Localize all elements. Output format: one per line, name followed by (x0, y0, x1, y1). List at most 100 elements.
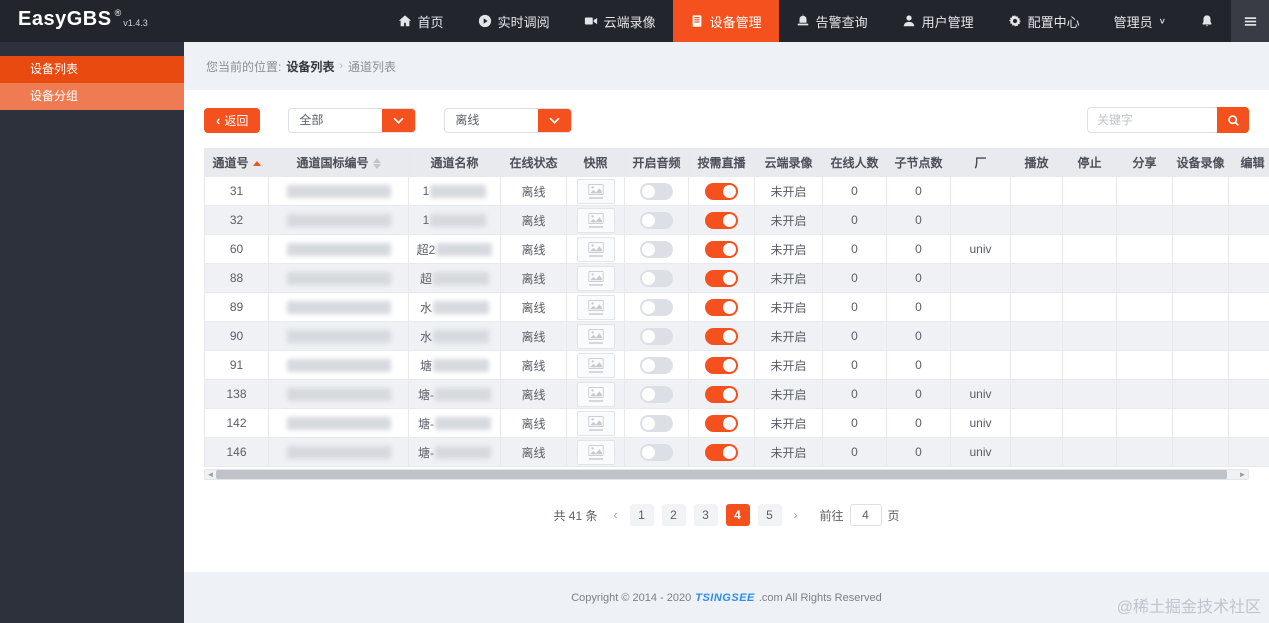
nav-item-alarm[interactable]: 告警查询 (779, 0, 885, 42)
edit-cell (1228, 205, 1269, 235)
prev-page-button[interactable]: ‹ (613, 508, 618, 522)
page-button-2[interactable]: 2 (661, 504, 686, 526)
audio-toggle[interactable] (640, 414, 673, 432)
next-page-button[interactable]: › (793, 508, 798, 522)
page-button-5[interactable]: 5 (757, 504, 782, 526)
chevron-down-icon: ∨ (1158, 16, 1166, 26)
ondemand-live-toggle[interactable] (705, 211, 738, 229)
stop-cell (1062, 321, 1117, 351)
snapshot-thumb[interactable] (576, 439, 615, 465)
gbid-cell (268, 437, 409, 467)
ondemand-live-toggle[interactable] (705, 240, 738, 258)
edit-cell (1228, 176, 1269, 206)
channel-table: 通道号 通道国标编号 通道名称 在线状态 快照 开启音频 按需直播 云端录像 在线人数 子节点数 厂… (204, 148, 1269, 480)
cloud-record-cell: 未开启 (754, 437, 823, 467)
snapshot-cell (566, 350, 625, 380)
column-header: 子节点数 (886, 148, 951, 177)
snapshot-thumb[interactable] (576, 410, 615, 436)
status-cell: 离线 (500, 205, 567, 235)
audio-toggle[interactable] (640, 443, 673, 461)
filter-select-all[interactable]: 全部 (288, 107, 417, 133)
nav-item-gear[interactable]: 配置中心 (991, 0, 1097, 42)
audio-toggle[interactable] (640, 182, 673, 200)
search-input[interactable] (1087, 107, 1217, 133)
redacted-name (433, 358, 489, 372)
image-placeholder-icon (587, 415, 604, 427)
live-cell (688, 437, 755, 467)
sidebar-item-device-group[interactable]: 设备分组 (0, 83, 184, 110)
scroll-left-arrow-icon[interactable]: ◄ (206, 470, 215, 479)
nav-item-admin[interactable]: 管理员 ∨ (1097, 0, 1183, 42)
redacted-gbid (286, 388, 391, 402)
snapshot-thumb[interactable] (576, 265, 615, 291)
filter-select-status[interactable]: 离线 (444, 107, 573, 133)
audio-toggle[interactable] (640, 385, 673, 403)
goto-page-input[interactable] (849, 504, 882, 526)
audio-toggle[interactable] (640, 211, 673, 229)
edit-cell (1228, 321, 1269, 351)
nav-item-camera[interactable]: 云端录像 (567, 0, 673, 42)
scroll-right-arrow-icon[interactable]: ► (1238, 470, 1247, 479)
nav-item-play[interactable]: 实时调阅 (461, 0, 567, 42)
snapshot-thumb[interactable] (576, 178, 615, 204)
online-count-cell: 0 (822, 408, 887, 438)
snapshot-thumb[interactable] (576, 236, 615, 262)
ondemand-live-toggle[interactable] (705, 298, 738, 316)
sort-asc-caret-icon[interactable] (252, 161, 261, 167)
audio-toggle[interactable] (640, 298, 673, 316)
ondemand-live-toggle[interactable] (705, 385, 738, 403)
cloud-record-cell: 未开启 (754, 321, 823, 351)
nav-item-device[interactable]: 设备管理 (672, 0, 779, 42)
column-header[interactable]: 通道号 (204, 148, 269, 177)
chevron-down-icon (382, 108, 416, 132)
gbid-cell (268, 234, 409, 264)
name-cell: 水 (408, 292, 501, 322)
gbid-cell (268, 408, 409, 438)
ondemand-live-toggle[interactable] (705, 182, 738, 200)
column-header-label: 停止 (1077, 156, 1102, 170)
page-button-3[interactable]: 3 (693, 504, 718, 526)
notification-bell-button[interactable] (1183, 0, 1231, 42)
nav-item-home[interactable]: 首页 (381, 0, 461, 42)
scrollbar-thumb[interactable] (216, 470, 1227, 479)
sidebar-item-device-list[interactable]: 设备列表 (0, 56, 184, 83)
ondemand-live-toggle[interactable] (705, 327, 738, 345)
vendor-cell (950, 292, 1011, 322)
breadcrumb-device-list[interactable]: 设备列表 (286, 59, 335, 74)
edit-cell (1228, 292, 1269, 322)
play-cell (1010, 379, 1063, 409)
audio-toggle[interactable] (640, 240, 673, 258)
ondemand-live-toggle[interactable] (705, 414, 738, 432)
ondemand-live-toggle[interactable] (705, 269, 738, 287)
breadcrumb-channel-list: 通道列表 (348, 59, 397, 74)
back-button[interactable]: ‹ 返回 (204, 107, 261, 133)
search-button[interactable] (1217, 107, 1249, 133)
device-record-cell (1172, 379, 1229, 409)
snapshot-thumb[interactable] (576, 294, 615, 320)
device-icon (690, 14, 704, 28)
channel-no-cell: 91 (204, 350, 269, 380)
child-count-cell: 0 (886, 408, 951, 438)
audio-toggle[interactable] (640, 269, 673, 287)
live-cell (688, 379, 755, 409)
nav-item-user[interactable]: 用户管理 (885, 0, 991, 42)
ondemand-live-toggle[interactable] (705, 356, 738, 374)
page-button-1[interactable]: 1 (629, 504, 654, 526)
audio-toggle[interactable] (640, 327, 673, 345)
column-header[interactable]: 通道国标编号 (268, 148, 409, 177)
page-button-4[interactable]: 4 (725, 504, 750, 526)
page-unit-label: 页 (887, 508, 900, 523)
hamburger-menu-button[interactable] (1231, 0, 1269, 42)
ondemand-live-toggle[interactable] (705, 443, 738, 461)
online-count-cell: 0 (822, 292, 887, 322)
snapshot-thumb[interactable] (576, 323, 615, 349)
snapshot-thumb[interactable] (576, 381, 615, 407)
column-header: 厂 (950, 148, 1011, 177)
share-cell (1116, 292, 1173, 322)
horizontal-scrollbar[interactable]: ◄ ► (204, 469, 1249, 480)
sort-carets-icon[interactable] (372, 158, 381, 170)
online-count-cell: 0 (822, 379, 887, 409)
audio-toggle[interactable] (640, 356, 673, 374)
snapshot-thumb[interactable] (576, 352, 615, 378)
snapshot-thumb[interactable] (576, 207, 615, 233)
